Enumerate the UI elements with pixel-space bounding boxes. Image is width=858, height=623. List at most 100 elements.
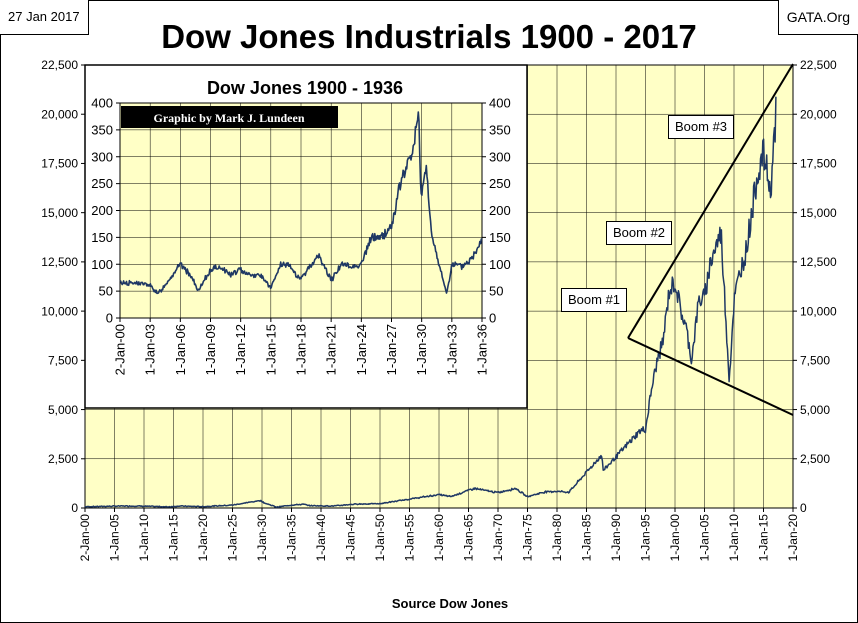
y-tick-label-right: 15,000 [800,206,837,220]
y-tick-label-right: 150 [489,230,511,245]
y-tick-label-left: 12,500 [41,255,78,269]
x-axis-label: Source Dow Jones [392,596,508,611]
x-tick-label: 1-Jan-15 [263,324,278,375]
x-tick-label: 1-Jan-15 [167,514,181,562]
y-tick-label-left: 200 [91,203,113,218]
annotation-boom-2: Boom #2 [606,221,673,245]
x-tick-label: 1-Jan-25 [226,514,240,562]
y-tick-label-right: 20,000 [800,107,837,121]
lower-trend-line [627,337,794,416]
x-tick-label: 1-Jan-10 [137,514,151,562]
y-tick-label-right: 17,500 [800,157,837,171]
credit-box [121,106,338,128]
x-tick-label: 1-Jan-06 [173,324,188,375]
x-tick-label: 1-Jan-15 [757,514,771,562]
x-tick-label: 1-Jan-09 [203,324,218,375]
y-tick-label-left: 250 [91,176,113,191]
series-line [84,96,777,509]
y-tick-label-left: 2,500 [48,452,78,466]
x-tick-label: 1-Jan-20 [196,514,210,562]
x-tick-label: 1-Jan-70 [491,514,505,562]
y-tick-label-left: 7,500 [48,354,78,368]
y-tick-label-left: 0 [106,311,113,326]
y-tick-label-right: 100 [489,257,511,272]
x-tick-label: 1-Jan-12 [233,324,248,375]
y-tick-label-left: 15,000 [41,206,78,220]
y-tick-label-right: 300 [489,149,511,164]
x-tick-label: 1-Jan-85 [580,514,594,562]
x-tick-label: 2-Jan-00 [78,514,92,562]
x-tick-label: 1-Jan-95 [639,514,653,562]
y-tick-label-left: 20,000 [41,107,78,121]
x-tick-label: 1-Jan-03 [143,324,158,375]
x-tick-label: 1-Jan-24 [354,324,369,375]
inset-title: Dow Jones 1900 - 1936 [207,78,403,98]
y-tick-label-right: 22,500 [800,58,837,72]
x-tick-label: 1-Jan-00 [668,514,682,562]
main-series-group [84,96,777,509]
x-tick-label: 1-Jan-36 [475,324,490,375]
x-tick-label: 1-Jan-90 [609,514,623,562]
y-tick-label-left: 150 [91,230,113,245]
x-tick-label: 1-Jan-45 [344,514,358,562]
y-tick-label-left: 22,500 [41,58,78,72]
x-tick-label: 1-Jan-05 [698,514,712,562]
x-tick-label: 1-Jan-33 [444,324,459,375]
series-line [119,111,483,295]
inset-y-axis-left: 0 50 100 150 200 250 300 350 400 [91,96,113,326]
y-tick-label-right: 0 [800,501,807,515]
x-tick-label: 1-Jan-30 [255,514,269,562]
y-tick-label-right: 2,500 [800,452,830,466]
inset-x-axis: 2-Jan-00 1-Jan-03 1-Jan-06 1-Jan-09 1-Jan-12… [113,324,490,375]
y-tick-label-right: 0 [489,311,496,326]
y-tick-label-right: 350 [489,122,511,137]
x-tick-label: 1-Jan-27 [384,324,399,375]
x-tick-label: 1-Jan-05 [108,514,122,562]
inset-y-axis-right: 0 50 100 150 200 250 300 350 400 [489,96,511,326]
annotation-boom-1: Boom #1 [561,288,628,312]
x-tick-label: 1-Jan-30 [414,324,429,375]
y-tick-label-left: 17,500 [41,157,78,171]
main-y-axis-right: 0 2,500 5,000 7,500 10,000 12,500 15,000 17,500… [800,58,837,515]
y-tick-label-left: 100 [91,257,113,272]
main-y-axis-left: 0 2,500 5,000 7,500 10,000 12,500 15,000 17,500… [41,58,78,515]
source-site-label: GATA.Org [777,0,858,35]
y-tick-label-left: 300 [91,149,113,164]
inset-series-group [119,111,483,295]
y-tick-label-right: 5,000 [800,403,830,417]
inset-gridlines [116,102,486,322]
x-tick-label: 1-Jan-60 [432,514,446,562]
inset-credit: Graphic by Mark J. Lundeen [153,111,304,125]
date-label: 27 Jan 2017 [0,0,89,35]
x-tick-label: 1-Jan-10 [727,514,741,562]
y-tick-label-left: 10,000 [41,304,78,318]
x-tick-label: 1-Jan-40 [314,514,328,562]
x-tick-label: 1-Jan-50 [373,514,387,562]
y-tick-label-left: 400 [91,96,113,111]
x-tick-label: 1-Jan-21 [324,324,339,375]
y-tick-label-right: 12,500 [800,255,837,269]
y-tick-label-left: 350 [91,122,113,137]
y-tick-label-right: 10,000 [800,304,837,318]
y-tick-label-right: 250 [489,176,511,191]
y-tick-label-left: 5,000 [48,403,78,417]
x-tick-label: 1-Jan-35 [285,514,299,562]
x-tick-label: 1-Jan-18 [294,324,309,375]
y-tick-label-left: 0 [71,501,78,515]
y-tick-label-left: 50 [99,284,113,299]
x-tick-label: 1-Jan-80 [550,514,564,562]
y-tick-label-right: 400 [489,96,511,111]
chart-title: Dow Jones Industrials 1900 - 2017 [161,18,697,55]
y-tick-label-right: 50 [489,284,503,299]
x-tick-label: 1-Jan-55 [403,514,417,562]
x-tick-label: 1-Jan-75 [521,514,535,562]
x-tick-label: 1-Jan-65 [462,514,476,562]
x-tick-label: 1-Jan-20 [786,514,800,562]
main-x-axis: 2-Jan-00 1-Jan-05 1-Jan-10 1-Jan-15 1-Jan-20… [78,514,800,562]
annotation-boom-3: Boom #3 [668,115,735,139]
upper-trend-line [627,63,794,339]
y-tick-label-right: 200 [489,203,511,218]
y-tick-label-right: 7,500 [800,354,830,368]
